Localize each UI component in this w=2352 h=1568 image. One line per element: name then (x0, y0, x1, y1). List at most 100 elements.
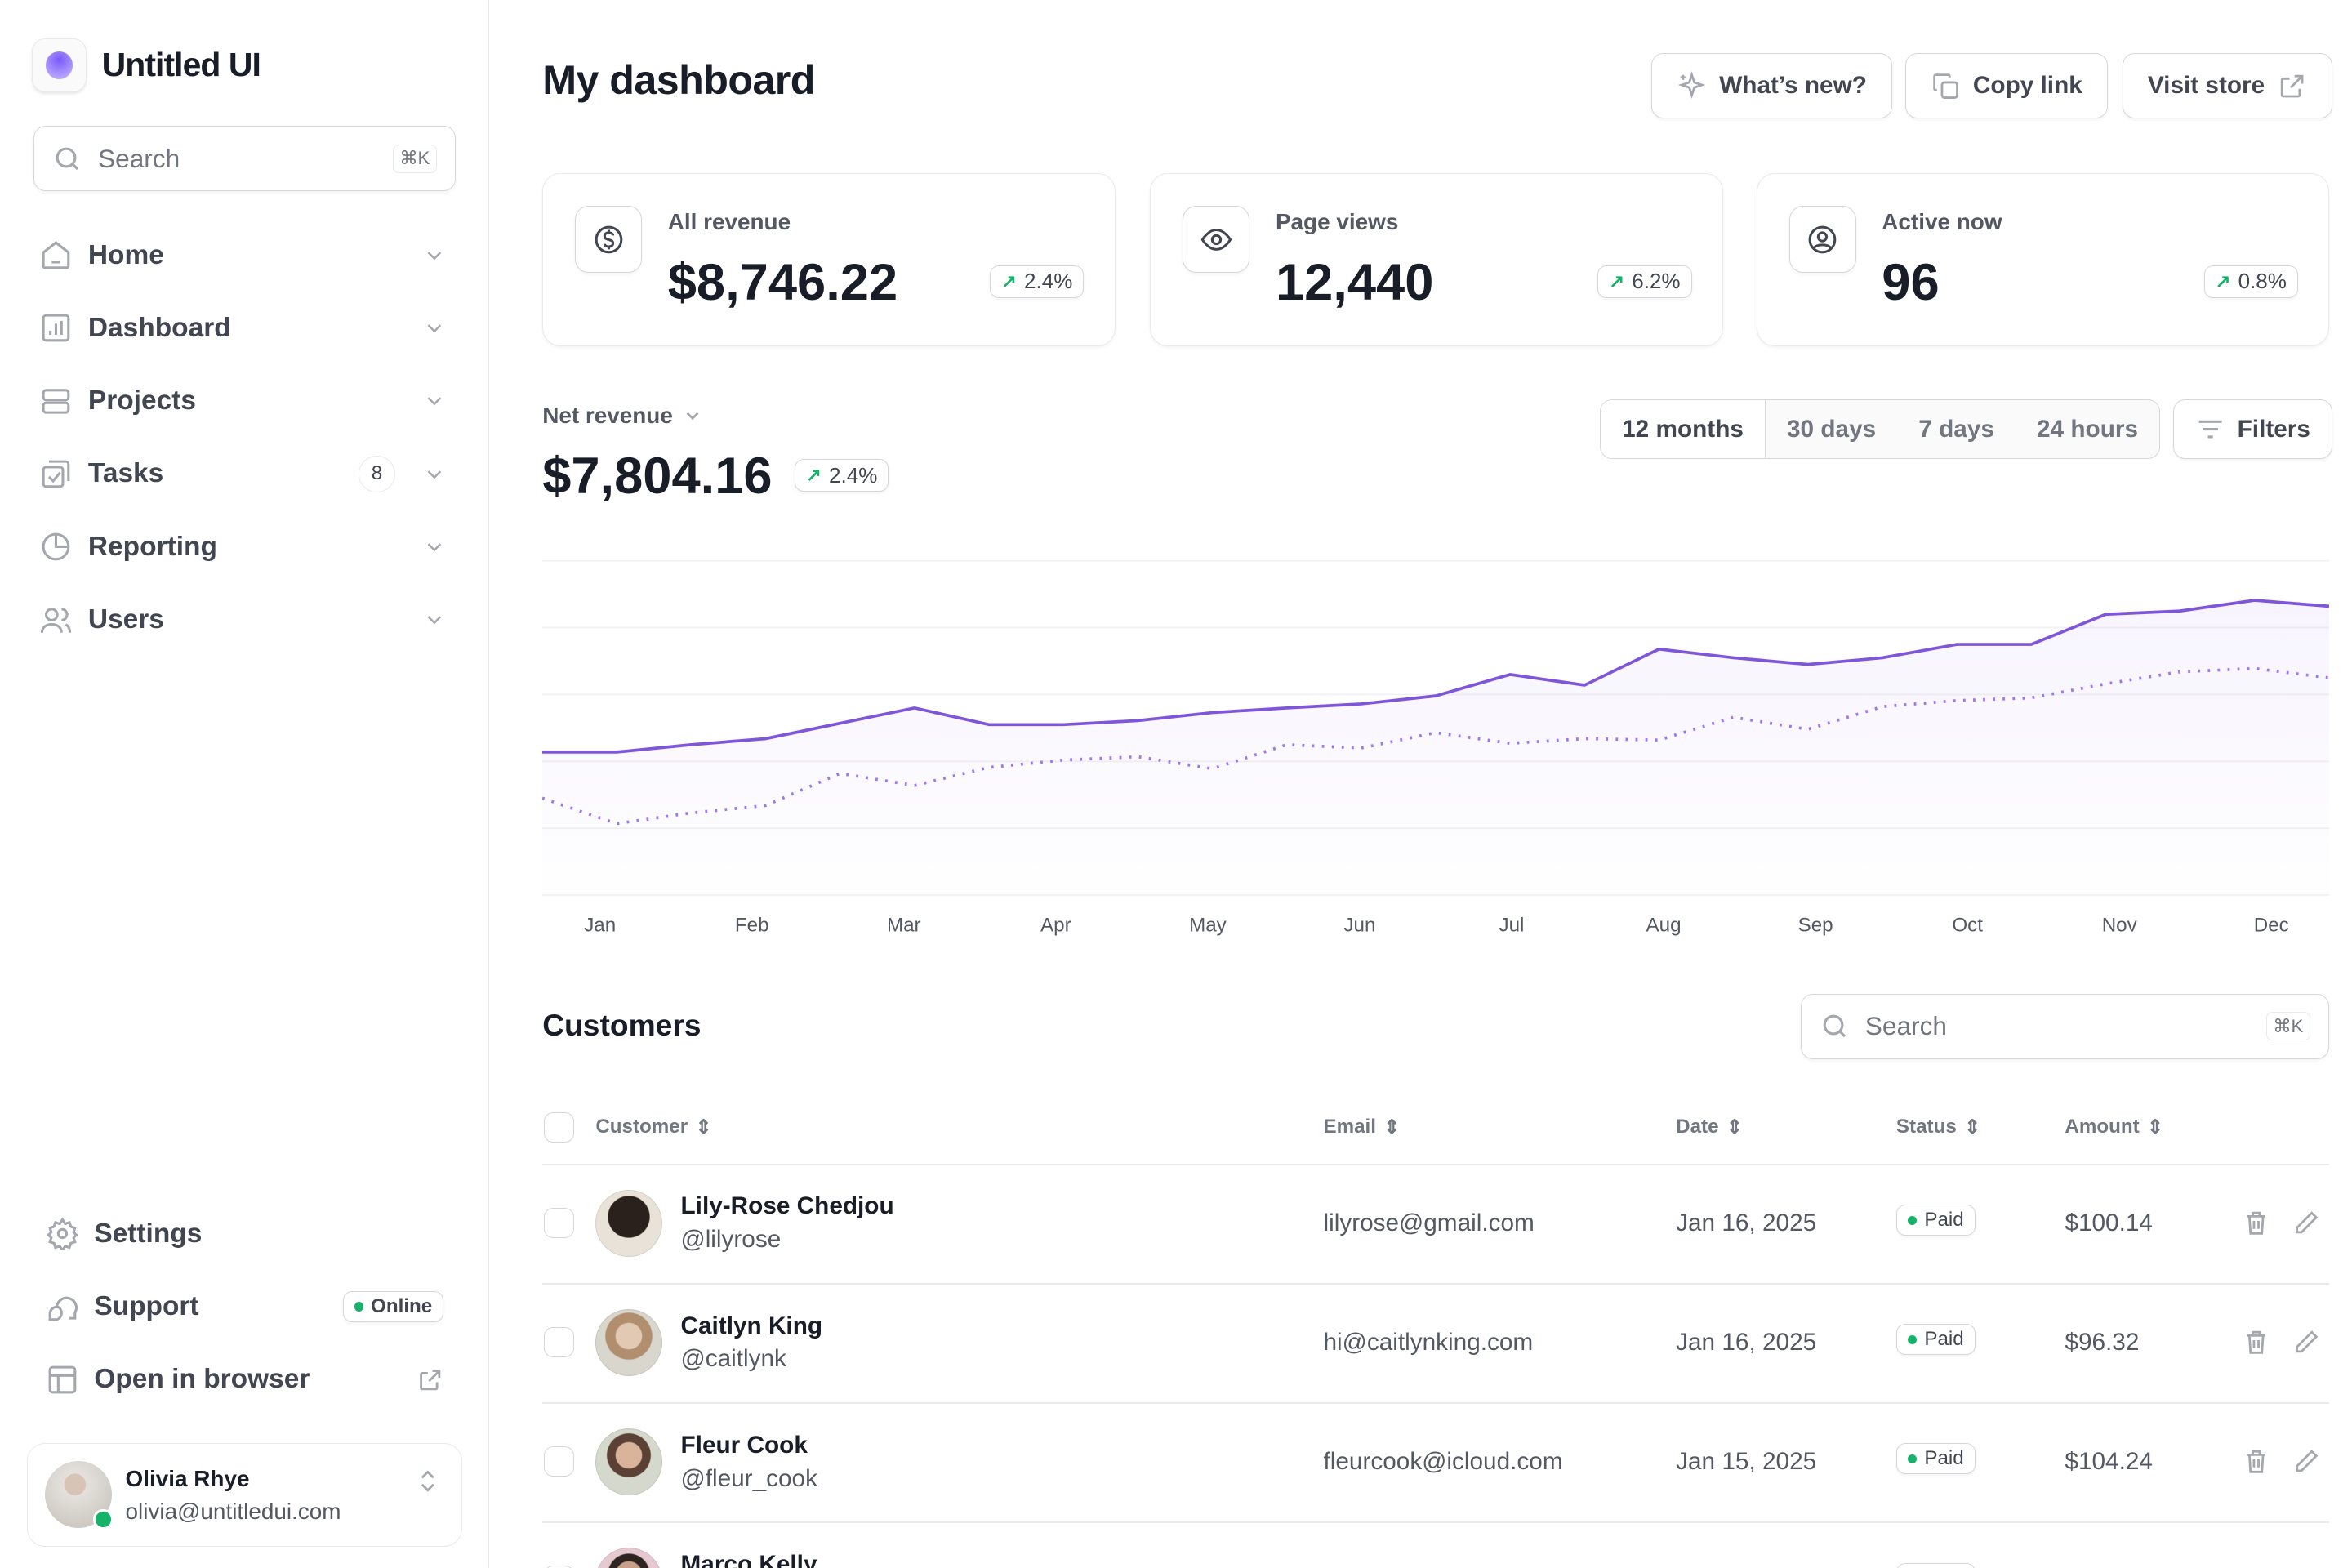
column-label: Customer (595, 1116, 688, 1138)
row-checkbox[interactable] (544, 1208, 575, 1239)
customer-amount: $104.24 (2065, 1448, 2153, 1476)
brand-name: Untitled UI (101, 46, 261, 84)
customer-date: Jan 16, 2025 (1676, 1209, 1817, 1236)
x-axis-label: Feb (735, 914, 769, 936)
metric-change-badge: ↗ 6.2% (1597, 265, 1692, 299)
user-account-card[interactable]: Olivia Rhye olivia@untitledui.com (27, 1443, 462, 1547)
x-axis-label: Jul (1499, 914, 1525, 936)
metric-value: $8,746.22 (667, 253, 898, 311)
column-header-date[interactable]: Date ⇕ (1676, 1116, 1743, 1139)
x-axis-label: Aug (1646, 914, 1682, 936)
filter-lines-icon (2198, 420, 2222, 439)
bar-chart-icon (42, 314, 70, 342)
copy-icon (1933, 73, 1958, 99)
sidebar-item-users[interactable]: Users (33, 590, 456, 650)
x-axis-label: May (1189, 914, 1227, 936)
x-axis-label: Oct (1953, 914, 1984, 936)
sidebar-item-reporting[interactable]: Reporting (33, 517, 456, 577)
column-label: Email (1323, 1116, 1376, 1138)
filters-label: Filters (2237, 415, 2310, 443)
copy-link-button[interactable]: Copy link (1905, 53, 2108, 119)
layers-icon (42, 388, 70, 414)
customers-search-input[interactable]: Search ⌘K (1800, 993, 2330, 1059)
sidebar-item-label: Dashboard (87, 312, 231, 343)
whats-new-button[interactable]: What’s new? (1651, 53, 1892, 119)
visit-store-button[interactable]: Visit store (2123, 53, 2333, 119)
sidebar-item-label: Open in browser (94, 1364, 310, 1395)
online-label: Online (371, 1295, 433, 1318)
row-checkbox[interactable] (544, 1327, 575, 1358)
sort-icon: ⇕ (1383, 1116, 1401, 1138)
sidebar-item-label: Projects (87, 385, 196, 416)
sidebar-item-label: Reporting (87, 531, 217, 562)
trash-icon[interactable] (2243, 1209, 2270, 1236)
select-all-checkbox[interactable] (544, 1111, 575, 1143)
sidebar-item-dashboard[interactable]: Dashboard (33, 298, 456, 359)
external-link-icon (419, 1369, 441, 1390)
customers-title: Customers (542, 1007, 702, 1042)
status-badge: Paid (1895, 1443, 1976, 1474)
tab-7-days[interactable]: 7 days (1918, 415, 1994, 443)
sidebar-item-label: Users (87, 604, 164, 635)
tab-30-days[interactable]: 30 days (1787, 415, 1877, 443)
chevron-selector-icon[interactable] (414, 1466, 441, 1496)
tab-24-hours[interactable]: 24 hours (2037, 415, 2138, 443)
sidebar-item-projects[interactable]: Projects (33, 371, 456, 431)
tab-12-months[interactable]: 12 months (1601, 400, 1766, 458)
column-header-status[interactable]: Status ⇕ (1896, 1116, 1980, 1139)
shortcut-hint: ⌘K (392, 144, 437, 174)
logo[interactable]: Untitled UI (32, 38, 261, 93)
sidebar-item-settings[interactable]: Settings (33, 1204, 456, 1264)
whats-new-label: What’s new? (1719, 72, 1867, 100)
metric-label: Active now (1882, 208, 2002, 234)
row-checkbox[interactable] (544, 1446, 575, 1477)
user-circle-icon (1788, 206, 1856, 274)
sort-icon: ⇕ (1964, 1116, 1981, 1138)
online-status-dot (93, 1509, 114, 1530)
edit-pencil-icon[interactable] (2292, 1209, 2319, 1236)
sidebar-item-home[interactable]: Home (33, 225, 456, 285)
status-label: Paid (1924, 1209, 1964, 1232)
sidebar-search-input[interactable]: Search ⌘K (33, 126, 457, 192)
sidebar-item-tasks[interactable]: Tasks 8 (33, 443, 456, 504)
net-revenue-change: 2.4% (829, 462, 878, 488)
logo-mark-icon (32, 38, 87, 93)
column-header-amount[interactable]: Amount ⇕ (2065, 1116, 2163, 1139)
sort-icon: ⇕ (2147, 1116, 2164, 1138)
metric-change-badge: ↗ 2.4% (990, 265, 1085, 299)
visit-store-label: Visit store (2147, 72, 2265, 100)
search-placeholder: Search (1864, 1011, 1947, 1041)
filters-button[interactable]: Filters (2172, 399, 2332, 459)
column-header-customer[interactable]: Customer ⇕ (595, 1116, 711, 1139)
sidebar-item-open-in-browser[interactable]: Open in browser (33, 1349, 456, 1410)
copy-link-label: Copy link (1972, 72, 2082, 100)
customer-date: Jan 16, 2025 (1676, 1329, 1817, 1356)
metric-change-badge: ↗ 0.8% (2203, 265, 2298, 299)
tasks-count-badge: 8 (359, 456, 395, 492)
series-line-solid (542, 598, 2330, 754)
customer-amount: $96.32 (2065, 1329, 2140, 1356)
row-divider (542, 1521, 2330, 1524)
chevron-down-icon (427, 616, 442, 625)
status-dot-icon (1907, 1454, 1918, 1463)
layout-icon (48, 1365, 77, 1394)
edit-pencil-icon[interactable] (2292, 1329, 2319, 1356)
net-revenue-label: Net revenue (542, 403, 673, 429)
trash-icon[interactable] (2243, 1329, 2270, 1356)
customer-email: lilyrose@gmail.com (1323, 1209, 1535, 1236)
customer-avatar (595, 1547, 663, 1568)
sidebar-item-label: Home (87, 239, 164, 270)
metric-value: 96 (1882, 253, 1940, 311)
trash-icon[interactable] (2243, 1448, 2270, 1475)
net-revenue-dropdown[interactable]: Net revenue (542, 403, 703, 429)
edit-pencil-icon[interactable] (2292, 1448, 2319, 1475)
status-dot-icon (1907, 1215, 1918, 1225)
sidebar-item-support[interactable]: Support Online (33, 1276, 456, 1337)
metric-label: All revenue (667, 208, 791, 234)
arrow-up-right-icon: ↗ (1609, 270, 1624, 292)
column-header-email[interactable]: Email ⇕ (1323, 1116, 1400, 1139)
pie-chart-icon (42, 532, 70, 561)
customer-handle: @lilyrose (680, 1226, 782, 1254)
x-axis-label: Nov (2102, 914, 2137, 936)
metric-change: 0.8% (2238, 269, 2287, 294)
